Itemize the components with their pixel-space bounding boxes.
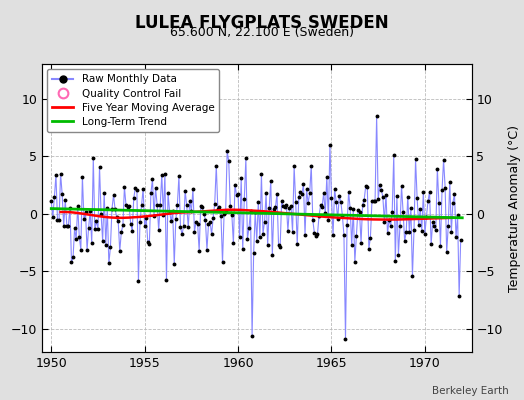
Text: LULEA FLYGPLATS SWEDEN: LULEA FLYGPLATS SWEDEN bbox=[135, 14, 389, 32]
Text: Berkeley Earth: Berkeley Earth bbox=[432, 386, 508, 396]
Y-axis label: Temperature Anomaly (°C): Temperature Anomaly (°C) bbox=[508, 124, 521, 292]
Legend: Raw Monthly Data, Quality Control Fail, Five Year Moving Average, Long-Term Tren: Raw Monthly Data, Quality Control Fail, … bbox=[47, 69, 220, 132]
Text: 65.600 N, 22.100 E (Sweden): 65.600 N, 22.100 E (Sweden) bbox=[170, 26, 354, 39]
